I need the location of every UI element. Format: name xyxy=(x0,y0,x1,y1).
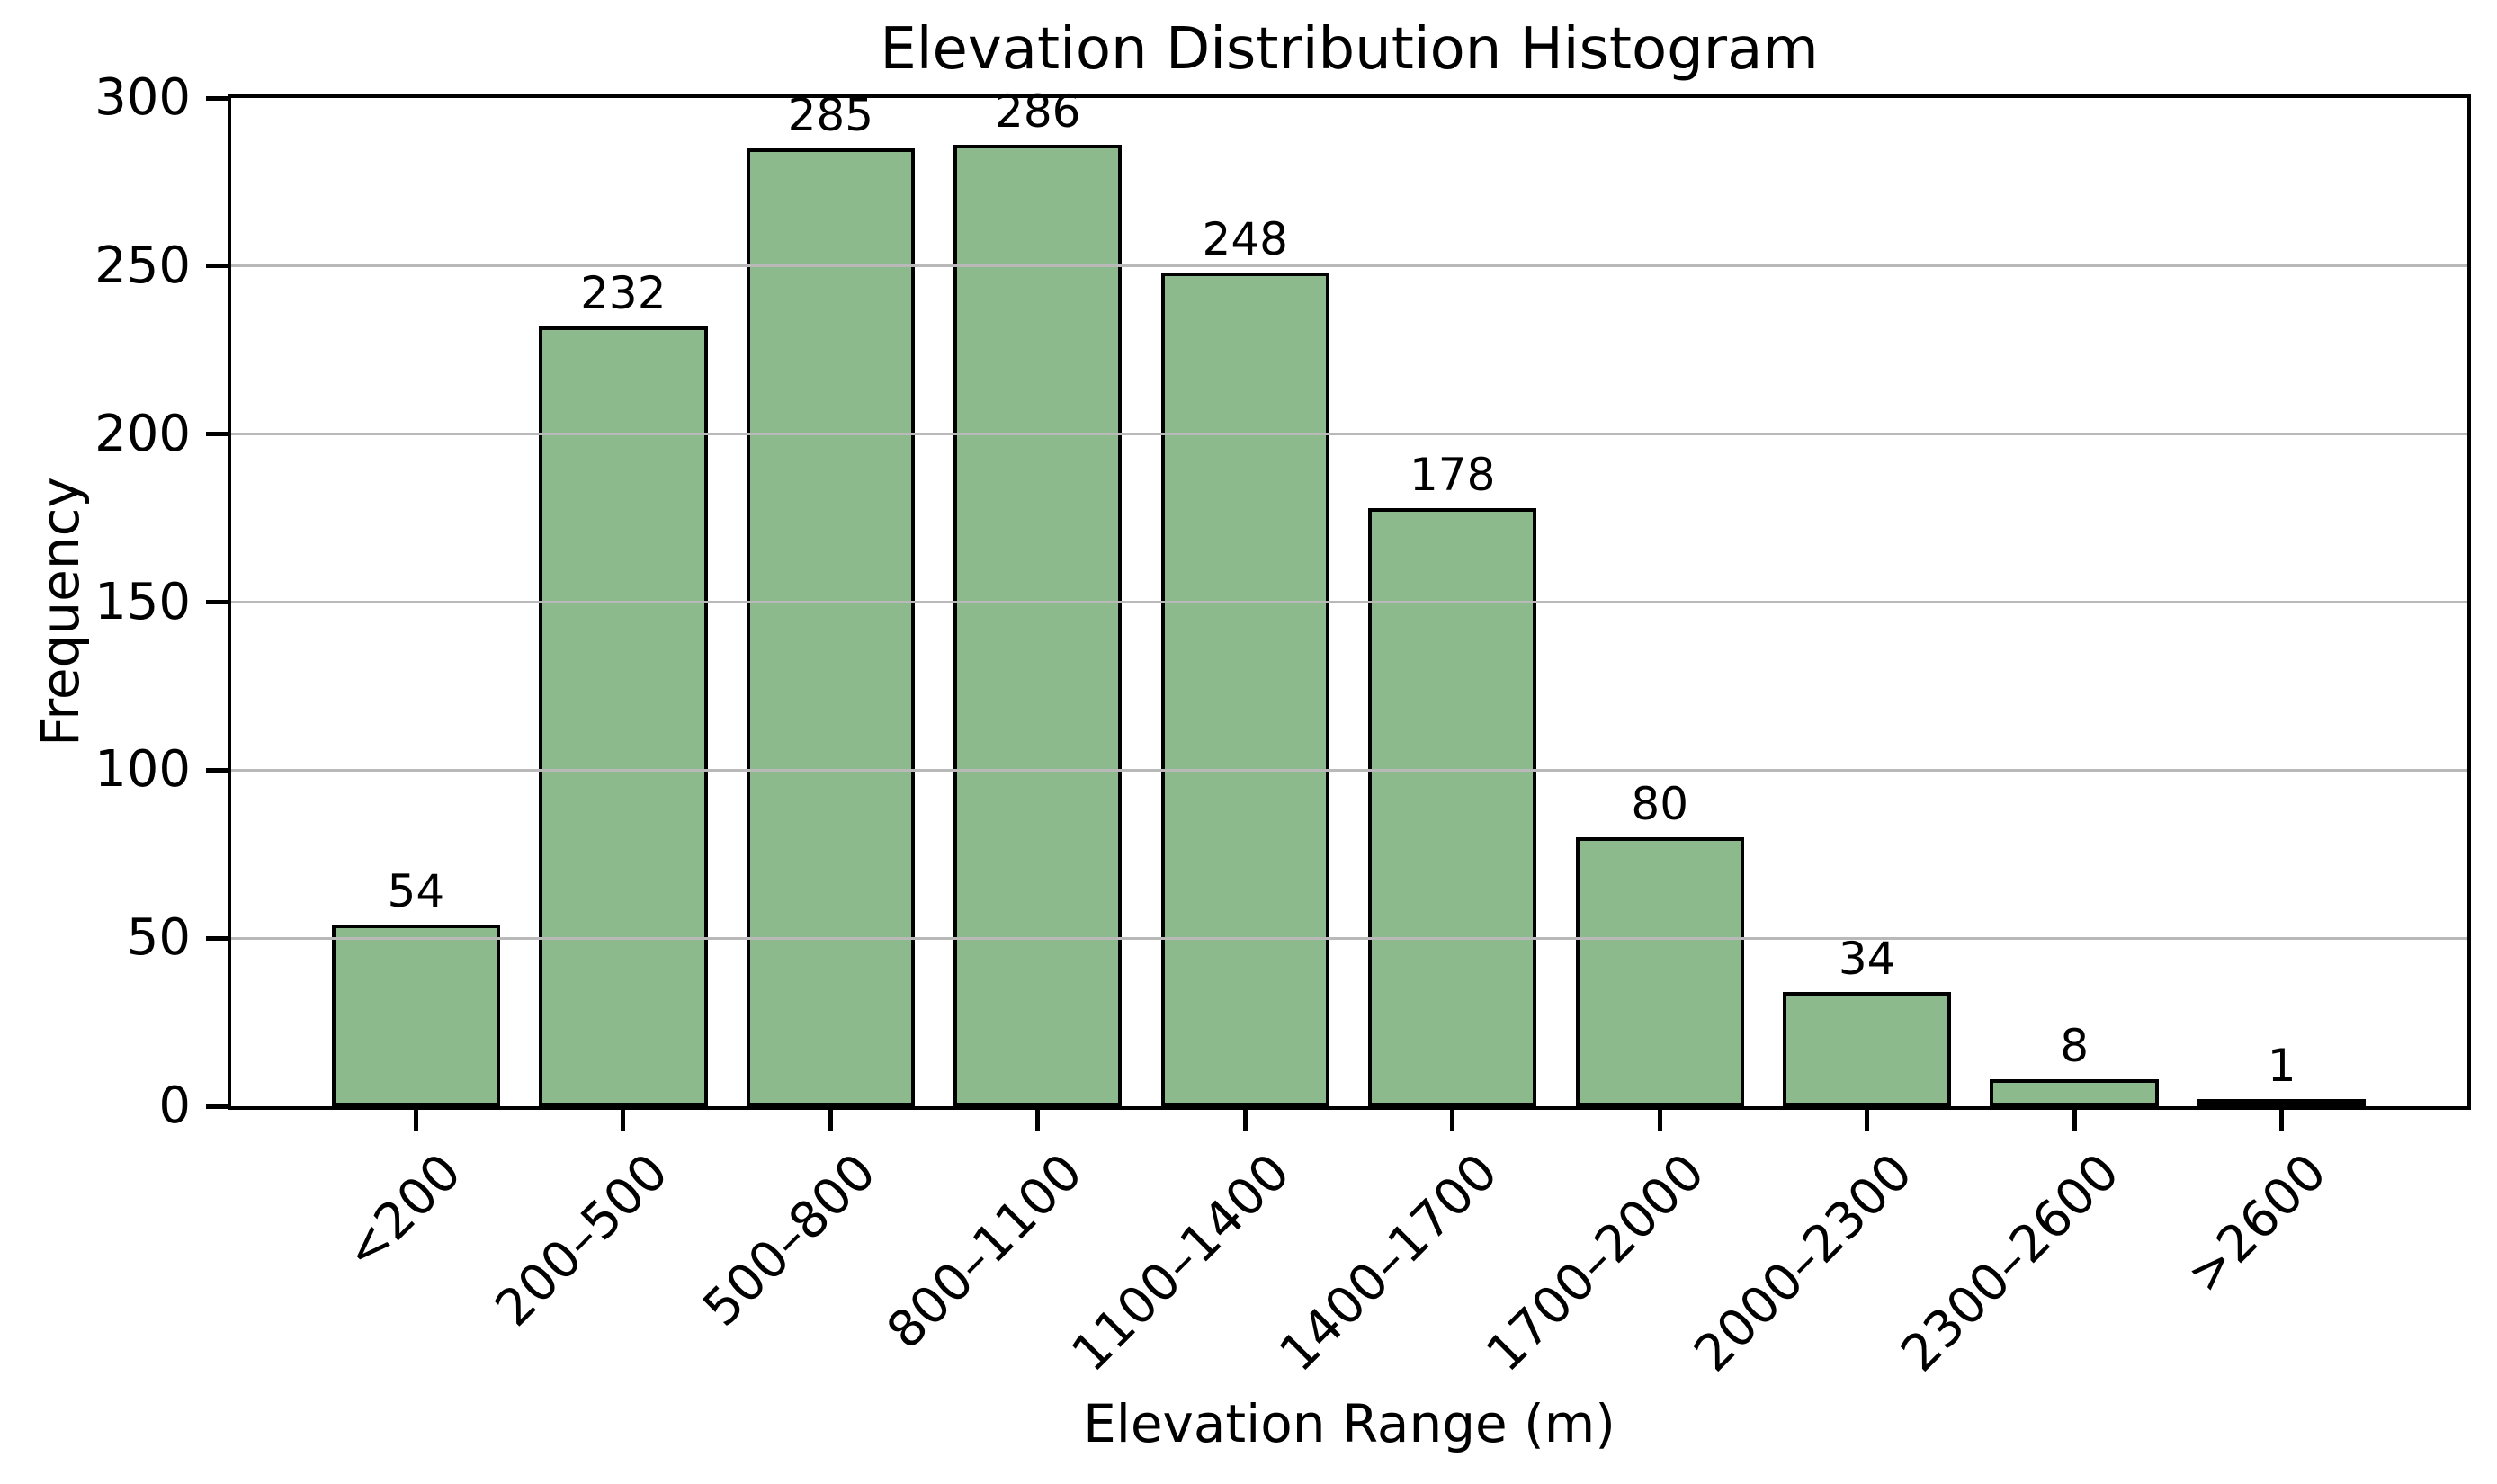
y-tick-label: 150 xyxy=(94,572,191,631)
x-tick-label: <200 xyxy=(333,1142,472,1283)
bar xyxy=(1160,273,1329,1106)
plot-area: 54 232 285 286 248 178 80 34 8 1 xyxy=(228,89,2471,1110)
y-axis-title: Frequency xyxy=(30,477,91,746)
y-tick-mark xyxy=(206,264,229,269)
bar xyxy=(1782,991,1952,1106)
y-tick-label: 200 xyxy=(94,404,191,463)
bar xyxy=(1575,837,1744,1106)
x-tick-label: 2300–2600 xyxy=(1890,1142,2131,1383)
x-tick-label: 1400–1700 xyxy=(1267,1142,1509,1383)
x-tick-label: 800–1100 xyxy=(876,1142,1095,1361)
x-tick-mark xyxy=(2072,1108,2077,1131)
bar xyxy=(746,148,915,1106)
x-tick-mark xyxy=(1865,1108,1870,1131)
x-tick-mark xyxy=(828,1108,833,1131)
bar xyxy=(1990,1079,2159,1106)
y-tick-mark xyxy=(206,767,229,773)
x-tick-mark xyxy=(621,1108,626,1131)
bar xyxy=(331,925,501,1106)
x-tick-mark xyxy=(1657,1108,1662,1131)
x-tick-mark xyxy=(1450,1108,1455,1131)
x-axis-title: Elevation Range (m) xyxy=(1083,1393,1615,1454)
bar xyxy=(2197,1099,2367,1106)
chart-title: Elevation Distribution Histogram xyxy=(880,16,1819,83)
x-tick-mark xyxy=(413,1108,418,1131)
bar xyxy=(539,326,708,1106)
y-tick-mark xyxy=(206,935,229,941)
y-tick-label: 50 xyxy=(126,908,191,968)
x-tick-label: 1700–2000 xyxy=(1475,1142,1716,1383)
x-tick-mark xyxy=(1035,1108,1041,1131)
y-tick-mark xyxy=(206,600,229,604)
bars-layer xyxy=(231,98,2467,1106)
x-tick-mark xyxy=(1242,1108,1248,1131)
y-tick-mark xyxy=(206,1104,229,1109)
x-tick-label: 500–800 xyxy=(691,1142,887,1338)
x-tick-label: >2600 xyxy=(2176,1142,2339,1305)
y-tick-label: 250 xyxy=(94,236,191,295)
y-tick-label: 300 xyxy=(94,68,191,127)
x-tick-label: 1100–1400 xyxy=(1061,1142,1302,1383)
x-tick-label: 200–500 xyxy=(484,1142,680,1338)
y-tick-label: 100 xyxy=(94,740,191,800)
bar xyxy=(953,145,1123,1106)
x-tick-mark xyxy=(2279,1108,2285,1131)
bar xyxy=(1368,507,1537,1106)
y-tick-label: 0 xyxy=(158,1077,191,1135)
x-tick-label: 2000–2300 xyxy=(1682,1142,1924,1383)
y-tick-mark xyxy=(206,95,229,101)
y-tick-mark xyxy=(206,432,229,437)
